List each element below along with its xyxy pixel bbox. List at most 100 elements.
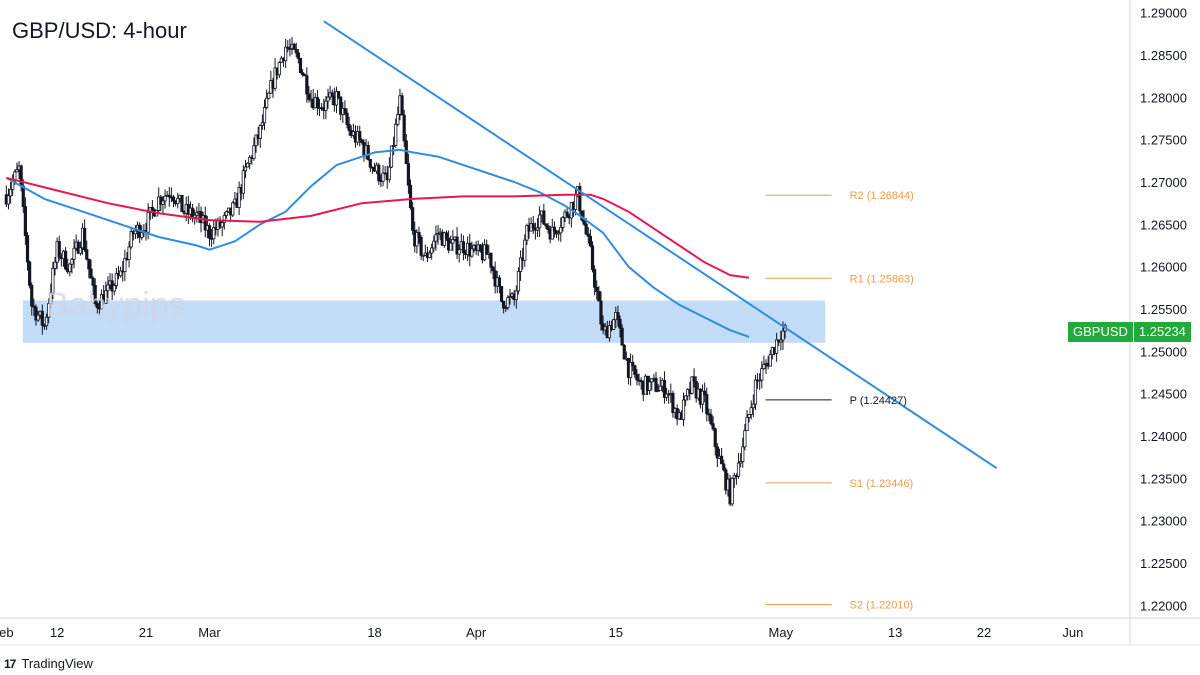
- candle-body: [628, 361, 633, 378]
- tradingview-logo-icon: 17: [4, 656, 16, 671]
- candle-body: [224, 211, 229, 216]
- x-tick-label: 13: [888, 625, 902, 640]
- candle-body: [607, 325, 612, 339]
- x-tick-label: 22: [977, 625, 991, 640]
- candle-body: [618, 318, 622, 329]
- candle-body: [267, 92, 271, 99]
- candle-body: [114, 273, 118, 286]
- candle-body: [85, 249, 89, 260]
- candle-body: [51, 267, 55, 294]
- candle-body: [72, 247, 76, 260]
- candle-body: [286, 46, 290, 49]
- downtrend-line: [323, 20, 998, 469]
- x-tick-label: 18: [367, 625, 381, 640]
- price-tag-value: 1.25234: [1133, 322, 1191, 342]
- candle-body: [49, 292, 53, 305]
- candle-body: [237, 187, 241, 208]
- moving-average-fast-line: [5, 148, 750, 338]
- candle-body: [207, 225, 212, 239]
- candle-body: [40, 310, 44, 326]
- candle-body: [633, 365, 637, 375]
- candle-body: [171, 196, 176, 202]
- x-tick-label: May: [769, 625, 794, 640]
- candle-body: [736, 462, 741, 477]
- candle-body: [47, 303, 51, 318]
- candle-body: [298, 58, 303, 74]
- candle-body: [442, 232, 446, 246]
- candle-body: [161, 200, 165, 205]
- trendline-group: [323, 20, 998, 469]
- candle-body: [768, 354, 772, 367]
- candle-body: [491, 266, 495, 272]
- candle-body: [222, 215, 226, 224]
- price-tag-symbol: GBPUSD: [1068, 322, 1134, 342]
- candle-body: [455, 236, 459, 255]
- candle-body: [434, 234, 438, 242]
- candle-body: [654, 377, 658, 392]
- candle-body: [525, 225, 529, 241]
- candlesticks: [4, 37, 787, 507]
- candle-body: [417, 232, 421, 238]
- candle-body: [775, 339, 779, 354]
- candle-body: [635, 374, 639, 381]
- candle-body: [6, 195, 11, 205]
- candle-body: [87, 258, 91, 270]
- candle-body: [457, 249, 461, 255]
- candle-body: [19, 165, 23, 187]
- chart-title: GBP/USD: 4-hour: [12, 18, 187, 43]
- candle-body: [684, 395, 688, 401]
- candle-body: [358, 131, 362, 141]
- candle-body: [277, 61, 281, 76]
- candle-body: [140, 232, 144, 238]
- candle-body: [339, 96, 343, 115]
- candle-body: [538, 214, 542, 229]
- x-tick-label: Mar: [198, 625, 221, 640]
- candle-body: [406, 163, 411, 186]
- candle-body: [662, 379, 667, 398]
- candle-body: [588, 235, 592, 247]
- last-price-tag: GBPUSD 1.25234: [1068, 322, 1191, 342]
- candle-body: [719, 455, 724, 465]
- y-tick-label: 1.28000: [1140, 90, 1187, 105]
- candle-body: [296, 52, 300, 59]
- candle-body: [93, 284, 97, 304]
- candle-body: [95, 303, 99, 309]
- candle-body: [758, 379, 762, 382]
- candle-body: [345, 112, 349, 125]
- candle-body: [387, 166, 391, 181]
- candle-body: [502, 300, 506, 309]
- candle-body: [112, 285, 116, 292]
- candle-body: [597, 291, 601, 302]
- candle-body: [749, 407, 753, 415]
- candle-body: [180, 194, 184, 212]
- candle-body: [451, 239, 455, 244]
- candle-body: [305, 75, 309, 95]
- candle-body: [760, 368, 764, 381]
- candle-body: [497, 277, 502, 287]
- candle-body: [326, 96, 330, 102]
- tradingview-brand[interactable]: 17 TradingView: [4, 656, 93, 671]
- candle-body: [690, 376, 694, 394]
- candle-body: [781, 330, 785, 341]
- candle-body: [612, 319, 616, 330]
- watermark: Babypips: [46, 286, 186, 324]
- candle-body: [307, 93, 311, 100]
- axes: 1.29000 1.28500 1.28000 1.27500 1.27000 1.265…: [0, 0, 1200, 646]
- pivot-label: R1 (1.25863): [850, 273, 914, 285]
- candle-body: [707, 413, 711, 416]
- candle-body: [703, 390, 707, 395]
- candle-body: [104, 290, 108, 304]
- candle-body: [762, 364, 766, 370]
- candle-body: [63, 250, 68, 270]
- x-tick-label: eb: [0, 625, 14, 640]
- candle-body: [273, 67, 277, 89]
- candle-body: [330, 92, 334, 97]
- candle-body: [252, 145, 256, 159]
- candle-body: [485, 244, 489, 255]
- candle-body: [70, 258, 74, 265]
- candle-body: [336, 91, 341, 98]
- candle-body: [578, 186, 582, 212]
- pivot-label: R2 (1.26844): [850, 190, 914, 202]
- candle-body: [34, 306, 38, 321]
